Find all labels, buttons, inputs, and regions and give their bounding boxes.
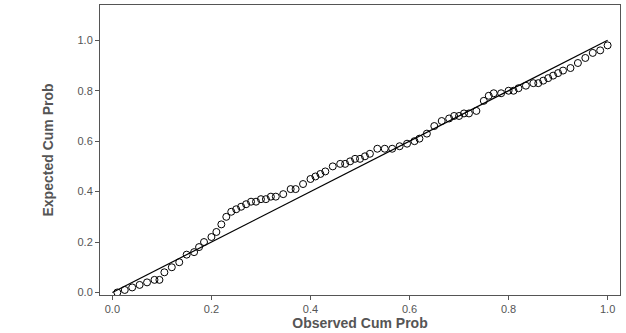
svg-text:Observed Cum Prob: Observed Cum Prob (292, 315, 427, 331)
svg-text:1.0: 1.0 (78, 34, 93, 46)
svg-text:1.0: 1.0 (600, 303, 615, 315)
svg-text:0.0: 0.0 (105, 303, 120, 315)
svg-text:0.8: 0.8 (501, 303, 516, 315)
svg-text:Expected Cum Prob: Expected Cum Prob (40, 83, 56, 216)
svg-text:0.4: 0.4 (78, 185, 93, 197)
svg-text:0.2: 0.2 (78, 236, 93, 248)
svg-text:0.6: 0.6 (402, 303, 417, 315)
svg-text:0.6: 0.6 (78, 135, 93, 147)
svg-text:0.8: 0.8 (78, 85, 93, 97)
svg-text:0.0: 0.0 (78, 286, 93, 298)
svg-text:0.2: 0.2 (204, 303, 219, 315)
svg-text:0.4: 0.4 (303, 303, 318, 315)
